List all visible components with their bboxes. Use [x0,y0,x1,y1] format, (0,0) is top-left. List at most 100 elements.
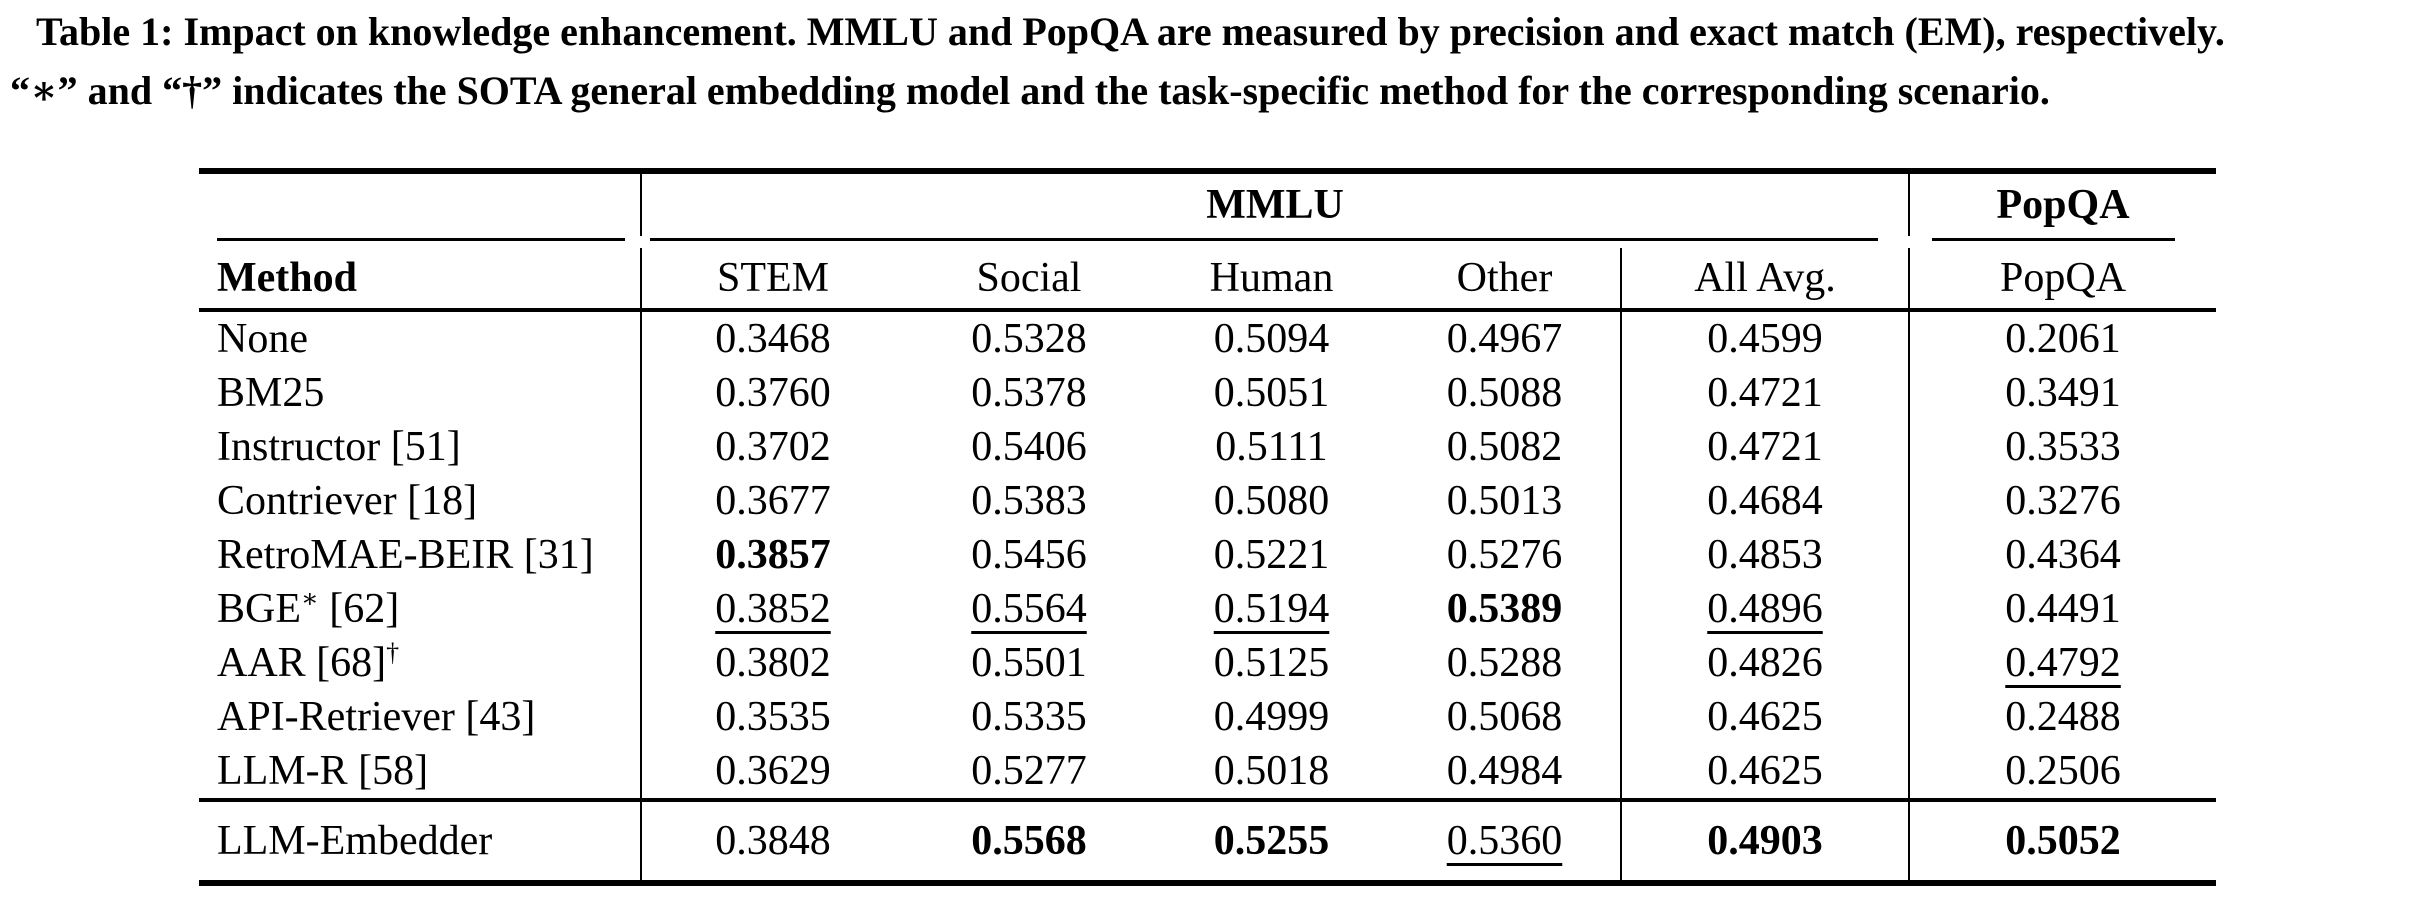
method-cell: RetroMAE-BEIR [31] [199,528,641,582]
value-cell-all-avg: 0.4721 [1619,420,1910,474]
row-bge: BGE∗ [62] 0.3852 0.5564 0.5194 0.5389 0.… [199,582,2217,636]
value-cell-other: 0.5276 [1446,532,1563,578]
value-cell-human: 0.5094 [1213,316,1330,362]
value-cell-stem: 0.3535 [640,690,904,744]
value-cell-social: 0.5328 [971,316,1087,362]
col-header-other: Other [1389,248,1621,312]
method-label: LLM-R [58] [217,748,429,794]
cmidrule-row [199,236,2216,248]
value-cell-popqa: 0.4364 [1908,528,2217,582]
value-cell-other: 0.4984 [1446,748,1563,794]
method-cell: Contriever [18] [199,474,641,528]
value-cell-all-avg: 0.4599 [1619,310,1910,366]
value-cell-human: 0.5194 [1213,586,1330,632]
col-header-popqa: PopQA [1908,248,2217,312]
value-cell-human: 0.4999 [1213,694,1330,740]
cmidrule-method-line [217,238,625,241]
value-cell-popqa: 0.3276 [1908,474,2217,528]
cmidrule-mmlu-line [650,238,1879,241]
row-llm-embedder: LLM-Embedder 0.3848 0.5568 0.5255 0.5360… [199,798,2217,883]
value-cell-social: 0.5456 [971,532,1087,578]
row-bm25: BM25 0.3760 0.5378 0.5051 0.5088 0.4721 … [199,366,2217,420]
value-cell-human: 0.5111 [1215,424,1328,470]
column-header-row: Method STEM Social Human Other All Avg. … [199,248,2217,312]
group-header-row: MMLU PopQA [199,171,2217,236]
col-header-stem: STEM [640,248,904,312]
row-retromae-beir: RetroMAE-BEIR [31] 0.3857 0.5456 0.5221 … [199,528,2217,582]
value-cell-stem: 0.3702 [640,420,904,474]
col-header-social: Social [904,248,1154,312]
value-cell-all-avg: 0.4721 [1619,366,1910,420]
cmidrule-popqa-line [1932,238,2176,241]
value-cell-other: 0.5389 [1446,586,1563,632]
value-cell-all-avg: 0.4684 [1619,474,1910,528]
value-cell-social: 0.5378 [971,370,1087,416]
value-cell-social: 0.5383 [971,478,1087,524]
value-cell-social: 0.5501 [971,640,1087,686]
value-cell-human: 0.5221 [1213,532,1330,578]
caption-line-2: “∗” and “†” indicates the SOTA general e… [10,68,2050,113]
method-label: None [217,316,308,362]
value-cell-stem: 0.3468 [640,310,904,366]
method-label-suffix: [62] [318,586,400,632]
value-cell-stem: 0.3852 [640,582,904,636]
value-cell-other: 0.5082 [1446,424,1563,470]
value-cell-popqa: 0.2506 [1908,744,2217,800]
value-cell-stem: 0.3677 [640,474,904,528]
value-cell-social: 0.5406 [971,424,1087,470]
cmidrule-popqa [1909,236,2216,248]
value-cell-human: 0.5051 [1213,370,1330,416]
value-cell-human: 0.5255 [1154,798,1389,883]
method-label: LLM-Embedder [217,818,493,864]
value-cell-stem: 0.3802 [640,636,904,690]
value-cell-popqa: 0.3491 [1908,366,2217,420]
method-label: BM25 [217,370,325,416]
value-cell-popqa: 0.4792 [1908,636,2217,690]
row-aar: AAR [68]† 0.3802 0.5501 0.5125 0.5288 0.… [199,636,2217,690]
col-header-all-avg: All Avg. [1619,248,1910,312]
method-superscript: ∗ [301,584,319,613]
method-cell: LLM-R [58] [199,744,641,800]
value-cell-human: 0.5125 [1213,640,1330,686]
value-cell-stem: 0.3629 [640,744,904,800]
value-cell-other: 0.5360 [1389,798,1621,883]
row-llm-r: LLM-R [58] 0.3629 0.5277 0.5018 0.4984 0… [199,744,2217,800]
row-contriever: Contriever [18] 0.3677 0.5383 0.5080 0.5… [199,474,2217,528]
method-cell: LLM-Embedder [199,798,641,883]
value-cell-all-avg: 0.4903 [1619,798,1910,883]
value-cell-all-avg: 0.4625 [1619,744,1910,800]
method-cell: BM25 [199,366,641,420]
value-cell-other: 0.5288 [1446,640,1563,686]
value-cell-stem: 0.3848 [640,798,904,883]
value-cell-social: 0.5568 [904,798,1154,883]
value-cell-all-avg: 0.4625 [1619,690,1910,744]
value-cell-popqa: 0.3533 [1908,420,2217,474]
value-cell-popqa: 0.2488 [1908,690,2217,744]
method-label: AAR [68] [217,640,387,686]
caption-line-1: Table 1: Impact on knowledge enhancement… [36,9,2225,54]
group-header-popqa: PopQA [1908,171,2217,236]
row-instructor: Instructor [51] 0.3702 0.5406 0.5111 0.5… [199,420,2217,474]
row-none: None 0.3468 0.5328 0.5094 0.4967 0.4599 … [199,310,2217,366]
method-cell: API-Retriever [43] [199,690,641,744]
method-label: BGE [217,586,301,632]
value-cell-human: 0.5080 [1213,478,1330,524]
method-label: Contriever [18] [217,478,478,524]
method-cell: BGE∗ [62] [199,582,641,636]
value-cell-all-avg: 0.4826 [1619,636,1910,690]
col-header-human: Human [1154,248,1389,312]
method-cell: None [199,310,641,366]
value-cell-human: 0.5018 [1213,748,1330,794]
value-cell-popqa: 0.2061 [1908,310,2217,366]
cmidrule-method [199,236,641,248]
method-cell: Instructor [51] [199,420,641,474]
value-cell-stem: 0.3760 [640,366,904,420]
value-cell-popqa: 0.5052 [1908,798,2217,883]
value-cell-social: 0.5277 [971,748,1087,794]
method-label: API-Retriever [43] [217,694,536,740]
value-cell-other: 0.5013 [1446,478,1563,524]
method-superscript: † [386,638,400,667]
method-label: RetroMAE-BEIR [31] [217,532,594,578]
group-header-empty [199,171,641,236]
